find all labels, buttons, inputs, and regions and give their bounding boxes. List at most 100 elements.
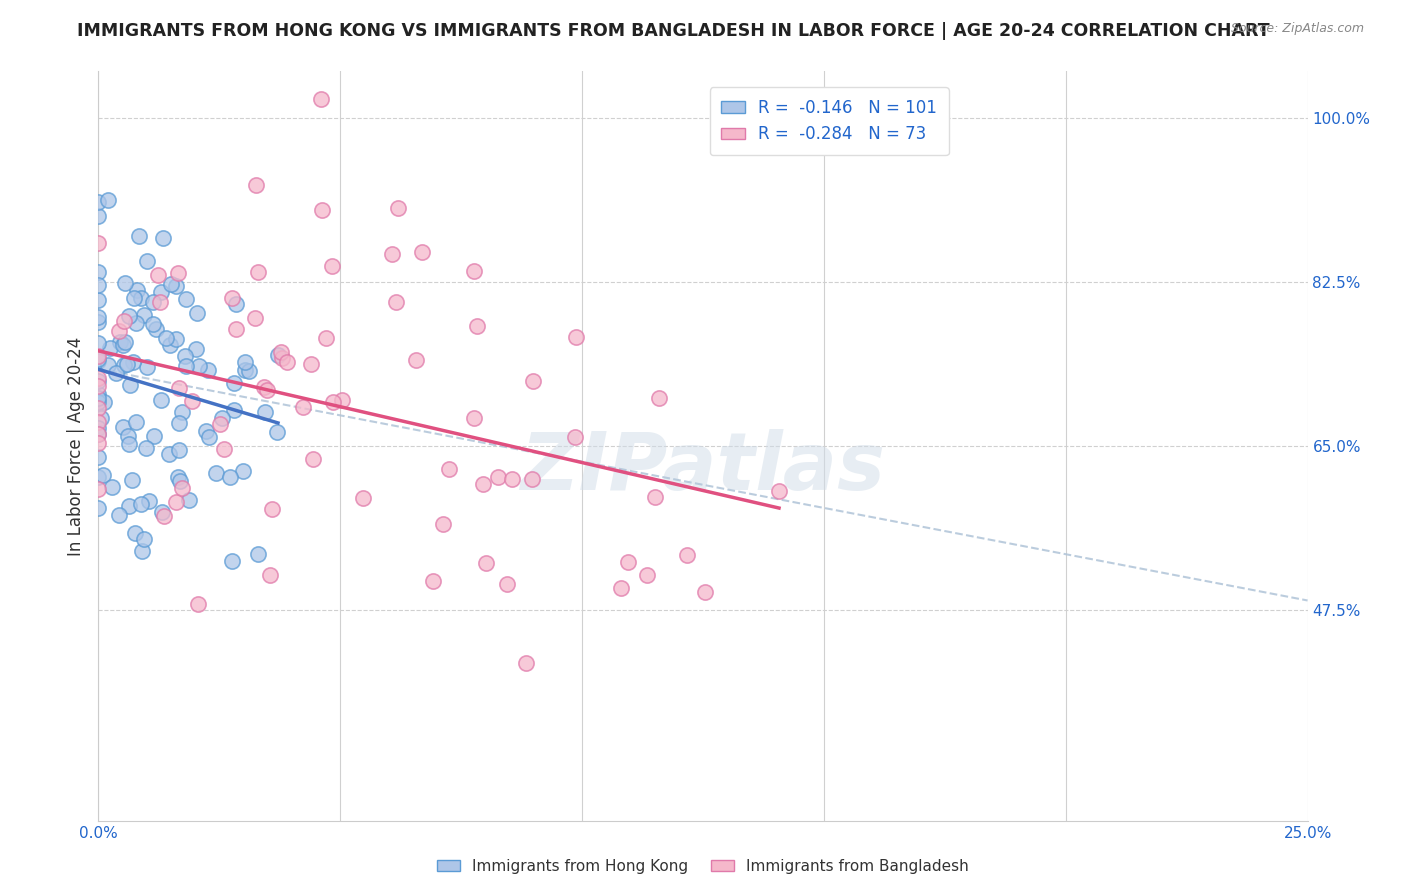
- Point: [180, 393, 202, 408]
- Point: [87, 395, 110, 409]
- Point: [644, 490, 666, 504]
- Point: [87, 401, 110, 416]
- Point: [148, 268, 170, 283]
- Point: [124, 291, 146, 305]
- Point: [87, 194, 110, 209]
- Point: [170, 405, 193, 419]
- Point: [108, 334, 131, 349]
- Point: [87, 352, 110, 367]
- Point: [93, 394, 115, 409]
- Point: [238, 364, 260, 378]
- Point: [235, 354, 257, 368]
- Point: [271, 351, 294, 365]
- Point: [184, 343, 207, 357]
- Point: [150, 285, 173, 300]
- Point: [259, 568, 281, 582]
- Point: [125, 283, 148, 297]
- Point: [475, 556, 498, 570]
- Point: [111, 419, 134, 434]
- Point: [221, 291, 243, 305]
- Point: [87, 500, 110, 515]
- Point: [291, 400, 314, 414]
- Point: [197, 362, 219, 376]
- Point: [131, 543, 153, 558]
- Point: [87, 436, 110, 450]
- Point: [87, 353, 110, 368]
- Point: [205, 466, 228, 480]
- Point: [160, 277, 183, 291]
- Point: [124, 525, 146, 540]
- Point: [463, 263, 485, 277]
- Point: [243, 311, 266, 326]
- Point: [165, 495, 187, 509]
- Point: [87, 482, 110, 496]
- Point: [87, 370, 110, 384]
- Point: [121, 473, 143, 487]
- Point: [299, 357, 322, 371]
- Point: [87, 470, 110, 484]
- Point: [465, 318, 488, 333]
- Point: [120, 377, 142, 392]
- Point: [87, 265, 110, 279]
- Point: [609, 581, 631, 595]
- Point: [87, 392, 110, 406]
- Point: [125, 416, 148, 430]
- Point: [496, 577, 519, 591]
- Point: [135, 441, 157, 455]
- Point: [117, 428, 139, 442]
- Point: [167, 470, 190, 484]
- Point: [87, 235, 110, 250]
- Point: [233, 363, 256, 377]
- Point: [472, 476, 495, 491]
- Point: [173, 350, 195, 364]
- Point: [101, 480, 124, 494]
- Point: [245, 178, 267, 192]
- Point: [270, 345, 292, 359]
- Point: [405, 352, 427, 367]
- Point: [520, 472, 543, 486]
- Point: [256, 383, 278, 397]
- Point: [167, 266, 190, 280]
- Point: [266, 425, 288, 439]
- Point: [108, 324, 131, 338]
- Point: [311, 202, 333, 217]
- Point: [149, 392, 172, 407]
- Point: [129, 497, 152, 511]
- Point: [165, 279, 187, 293]
- Point: [463, 411, 485, 425]
- Point: [564, 330, 586, 344]
- Point: [114, 334, 136, 349]
- Point: [167, 442, 190, 457]
- Point: [276, 355, 298, 369]
- Point: [138, 494, 160, 508]
- Point: [129, 291, 152, 305]
- Point: [152, 509, 174, 524]
- Point: [768, 483, 790, 498]
- Point: [267, 348, 290, 362]
- Point: [219, 469, 242, 483]
- Point: [87, 335, 110, 350]
- Point: [87, 278, 110, 293]
- Point: [648, 391, 671, 405]
- Point: [87, 387, 110, 401]
- Point: [87, 450, 110, 464]
- Point: [208, 417, 231, 431]
- Point: [90, 411, 112, 425]
- Point: [330, 393, 353, 408]
- Point: [211, 411, 233, 425]
- Point: [515, 657, 537, 671]
- Point: [174, 292, 197, 306]
- Point: [112, 314, 135, 328]
- Point: [152, 505, 174, 519]
- Point: [422, 574, 444, 588]
- Point: [225, 322, 247, 336]
- Point: [159, 338, 181, 352]
- Point: [322, 395, 344, 409]
- Point: [187, 359, 209, 374]
- Point: [522, 374, 544, 388]
- Point: [114, 276, 136, 290]
- Point: [246, 265, 269, 279]
- Point: [87, 315, 110, 329]
- Point: [222, 376, 245, 390]
- Point: [381, 247, 404, 261]
